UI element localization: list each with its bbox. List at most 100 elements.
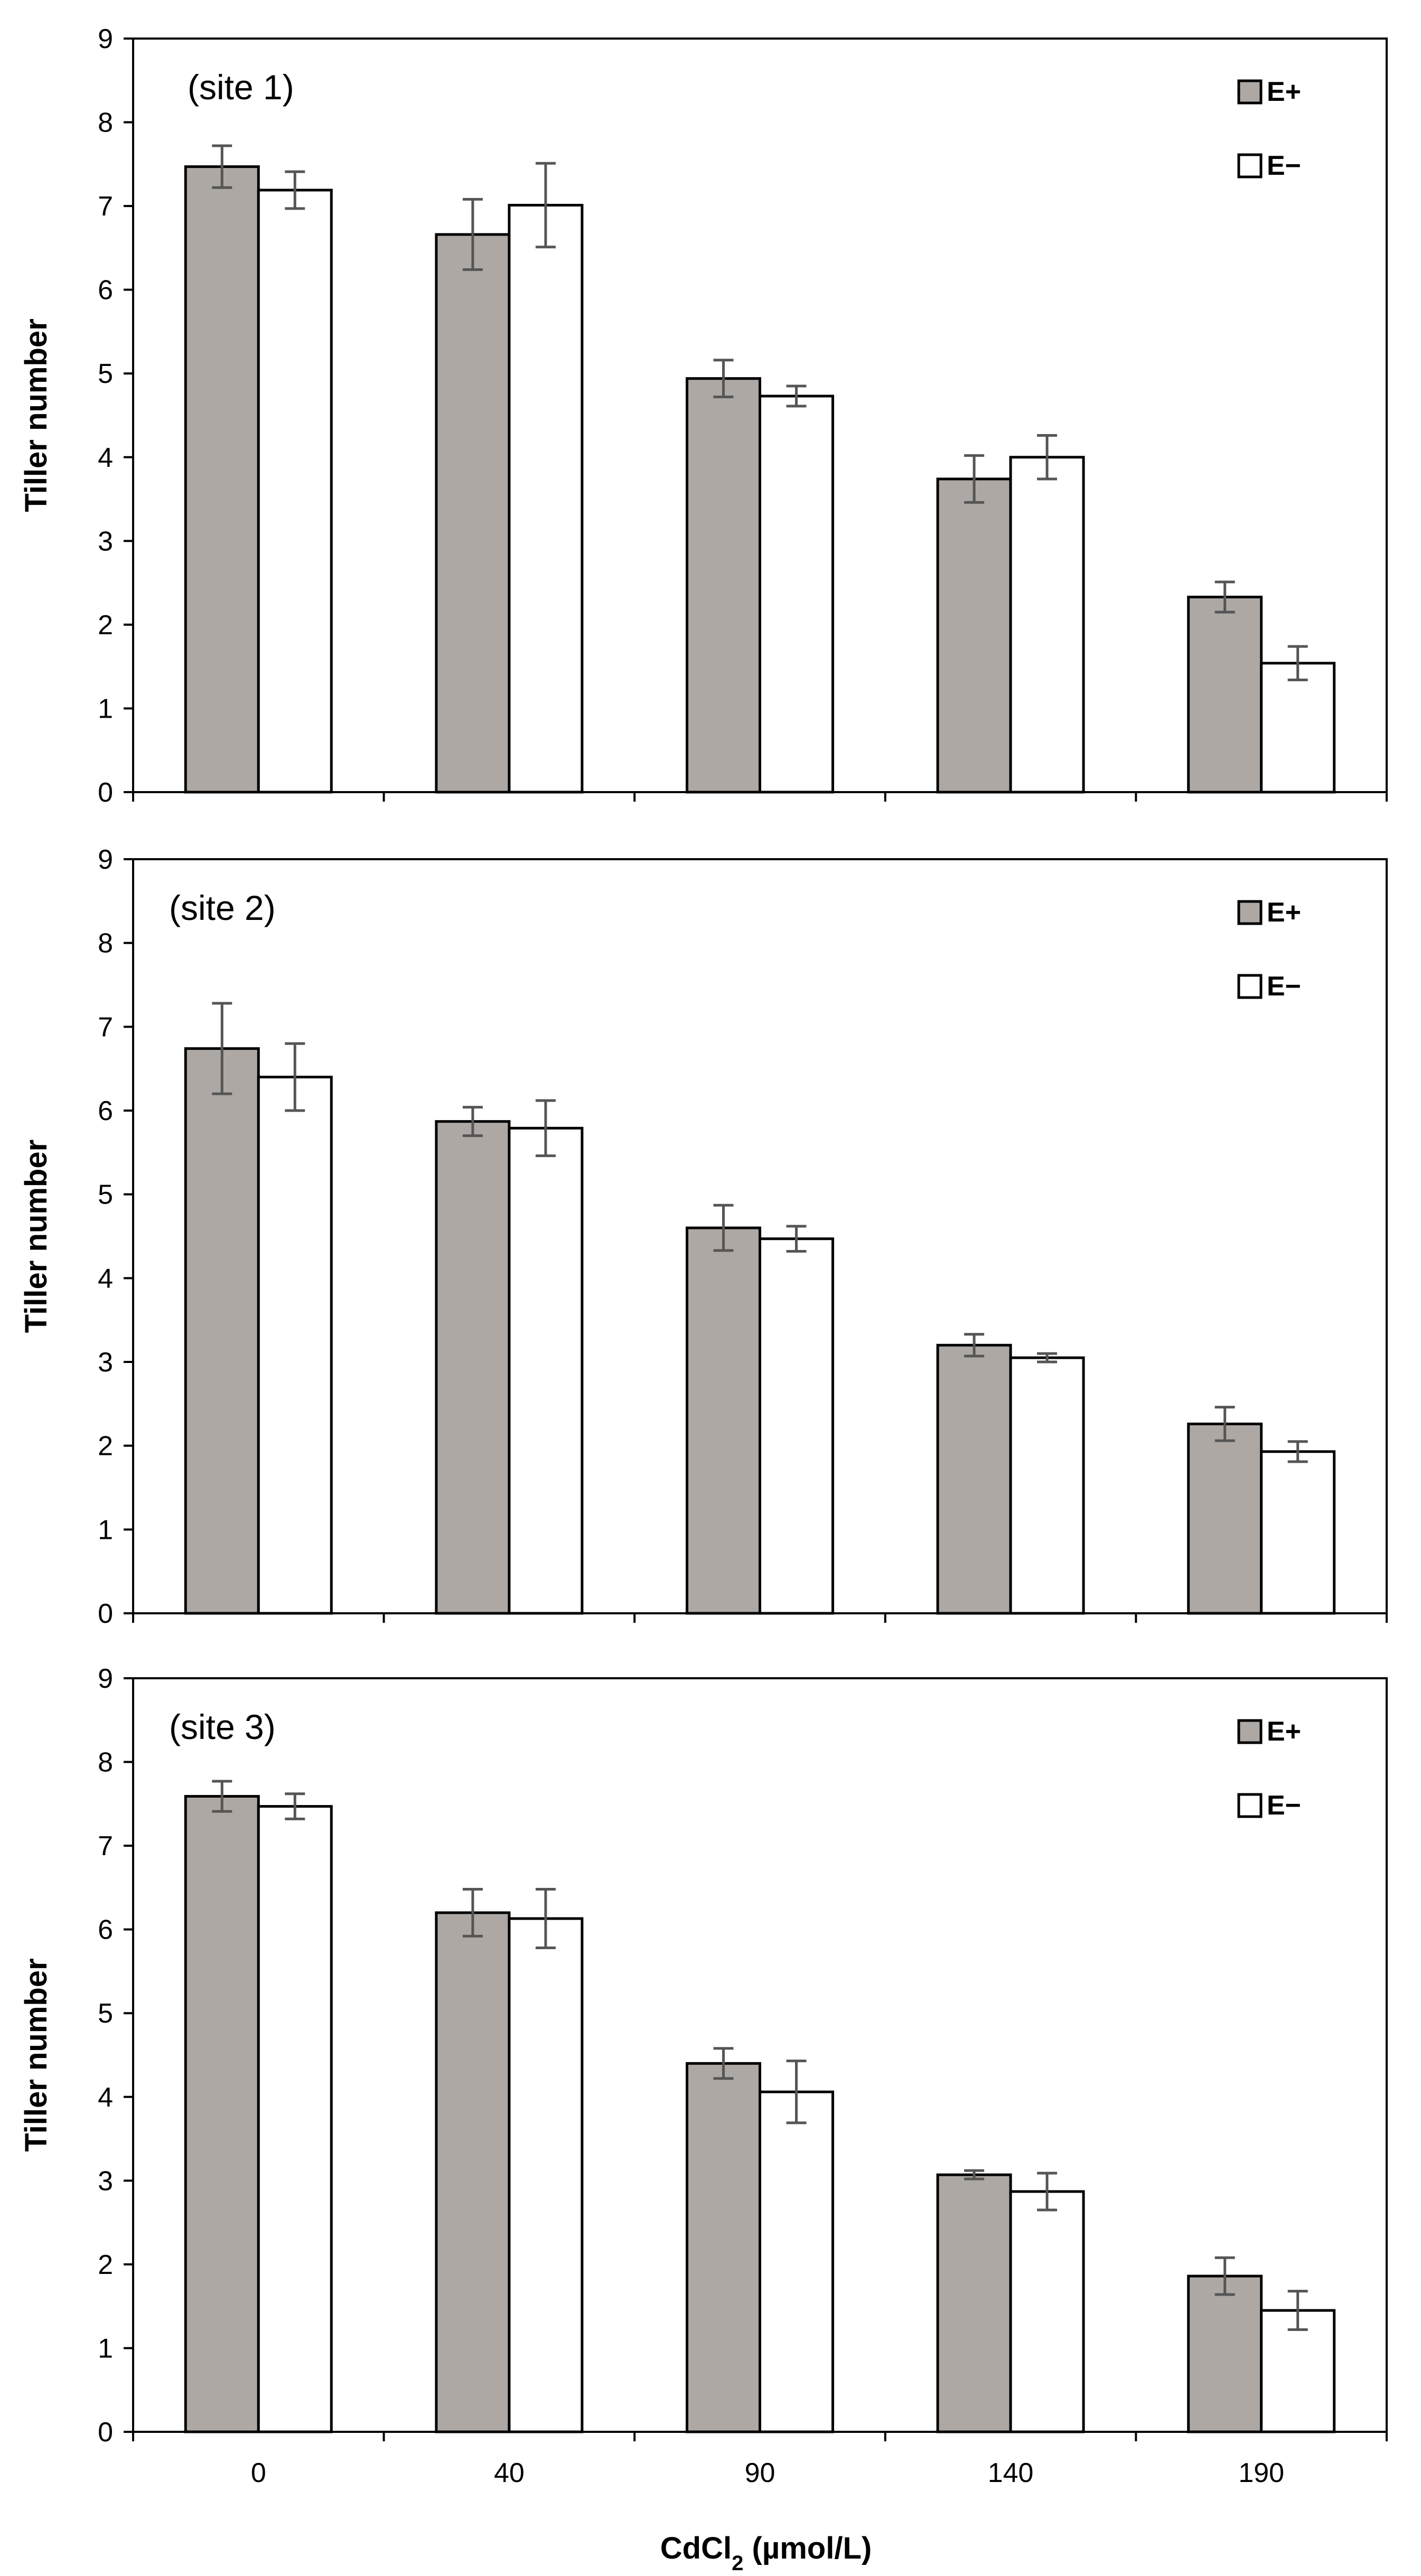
y-tick-label: 8 [98,1747,113,1778]
bar-e-minus-40 [508,204,584,794]
bar-e-plus-0 [184,1795,260,2433]
bar-e-minus-0 [257,1805,333,2433]
bar-e-minus-90 [759,2090,834,2433]
bar-e-minus-40 [508,1917,584,2433]
error-bar [964,1333,985,1358]
bar-e-minus-90 [759,394,834,794]
y-tick-label: 2 [98,2250,113,2280]
y-tick-label: 5 [98,1180,113,1210]
site-label: (site 2) [169,888,276,927]
error-bar [1037,434,1058,481]
bar-e-plus-190 [1187,1422,1263,1615]
bar-e-minus-190 [1260,662,1336,794]
y-tick-label: 1 [98,693,113,724]
x-tick-label: 40 [494,2458,525,2488]
error-bar [462,1888,483,1938]
legend-swatch-e-plus [1237,900,1263,925]
error-bar [1287,1440,1308,1463]
y-axis-title: Tiller number [19,1140,53,1333]
y-tick-label: 1 [98,1515,113,1545]
error-bar [713,2047,734,2080]
error-bar [964,2169,985,2180]
bar-e-minus-140 [1009,456,1085,794]
bar-e-plus-190 [1187,2274,1263,2433]
y-tick-label: 6 [98,1096,113,1126]
error-bar [212,1002,232,1095]
x-tick-label: 0 [251,2458,266,2488]
legend-label-e-plus: E+ [1267,897,1301,928]
error-bar [1037,1352,1058,1364]
error-bar [1287,2290,1308,2331]
bar-e-plus-40 [435,1120,511,1615]
bar-e-minus-140 [1009,1356,1085,1615]
error-bar [786,384,807,408]
y-tick-label: 8 [98,108,113,138]
y-axis-title: Tiller number [19,318,53,512]
error-bar [1214,2256,1235,2296]
x-tick-label: 90 [745,2458,775,2488]
legend-label-e-plus: E+ [1267,77,1301,107]
y-tick-label: 6 [98,275,113,306]
bar-e-plus-90 [686,377,761,794]
y-tick-label: 5 [98,1998,113,2029]
y-tick-label: 3 [98,526,113,557]
legend-label-e-minus: E− [1267,1790,1301,1821]
bar-e-plus-40 [435,1911,511,2433]
error-bar [535,1099,556,1158]
error-bar [964,454,985,504]
legend-label-e-minus: E− [1267,151,1301,181]
bar-e-minus-0 [257,189,333,794]
y-tick-label: 0 [98,2417,113,2448]
error-bar [462,1106,483,1137]
bar-e-plus-140 [936,477,1012,794]
error-bar [786,2060,807,2124]
chart-panel-2: 0 1 2 3 4 5 6 7 8 9 Tiller number (site 2) E+ E− [19,844,1388,1629]
y-tick-label: 9 [98,844,113,875]
legend: E+ E− [1237,897,1301,1002]
bar-e-plus-90 [686,1226,761,1615]
error-bar [212,1780,232,1813]
legend-label-e-minus: E− [1267,971,1301,1002]
y-tick-label: 3 [98,2166,113,2196]
bar-e-plus-140 [936,1343,1012,1615]
legend: E+ E− [1237,77,1301,181]
y-axis-title: Tiller number [19,1958,53,2151]
error-bar [1214,1406,1235,1442]
y-tick-label: 2 [98,1431,113,1462]
x-axis-title-unit: (µmol/L) [743,2531,872,2565]
error-bar [1287,645,1308,682]
bar-e-minus-0 [257,1076,333,1615]
y-tick-label: 4 [98,1263,113,1294]
legend-swatch-e-minus [1237,974,1263,999]
y-tick-label: 5 [98,359,113,389]
chart-panel-1: 0 1 2 3 4 5 6 7 8 9 Tiller number (site 1) E+ E− [19,24,1388,808]
y-tick-label: 7 [98,191,113,222]
legend-swatch-e-plus [1237,79,1263,105]
y-tick-label: 7 [98,1012,113,1042]
error-bar [535,1888,556,1950]
y-tick-label: 9 [98,24,113,54]
bar-e-plus-0 [184,165,260,794]
error-bar [285,1792,305,1820]
error-bar [285,1042,305,1112]
y-tick-label: 0 [98,777,113,808]
bar-e-plus-90 [686,2062,761,2433]
y-tick-label: 0 [98,1599,113,1629]
y-tick-label: 1 [98,2333,113,2364]
error-bar [212,144,232,189]
legend-swatch-e-minus [1237,153,1263,178]
y-tick-label: 7 [98,1831,113,1862]
error-bar [1037,2171,1058,2212]
error-bar [786,1225,807,1253]
bar-e-minus-90 [759,1237,834,1615]
y-tick-label: 3 [98,1347,113,1378]
legend-swatch-e-minus [1237,1793,1263,1818]
x-axis-title-main: CdCl [660,2531,732,2565]
x-axis-title: CdCl2 (µmol/L) [660,2531,872,2573]
bar-e-minus-40 [508,1126,584,1615]
y-tick-label: 8 [98,928,113,959]
site-label: (site 1) [188,68,294,107]
bar-e-plus-40 [435,233,511,794]
